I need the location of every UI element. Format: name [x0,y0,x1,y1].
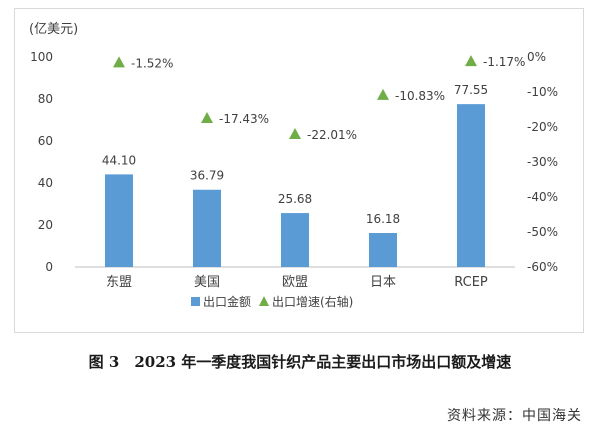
bar-export-value [281,213,309,267]
growth-marker [289,128,301,140]
x-category-label: 欧盟 [282,275,308,290]
y-left-tick-label: 60 [38,134,53,148]
y-left-tick-label: 100 [30,50,53,64]
legend-label: 出口金额 [203,294,251,309]
y-left-tick-label: 80 [38,92,53,106]
chart-frame: (亿美元) 0 20 40 60 80 100 -60% -50% -40% -30% -20% -10… [14,8,584,333]
bar-data-label: 44.10 [102,153,136,167]
growth-data-label: -1.17% [483,55,525,69]
growth-data-label: -17.43% [219,112,269,126]
bar-export-value [369,233,397,267]
growth-marker [201,112,213,124]
y-right-tick-label: -10% [527,85,558,99]
x-category-label: 日本 [370,275,396,290]
chart: (亿美元) 0 20 40 60 80 100 -60% -50% -40% -30% -20% -10… [29,22,558,309]
y-axis-unit-label: (亿美元) [29,22,78,37]
x-category-label: 东盟 [106,275,132,290]
y-right-tick-label: -40% [527,190,558,204]
growth-marker [113,56,125,68]
bar-export-value [193,189,221,267]
y-right-tick-label: -20% [527,120,558,134]
y-right-tick-label: -50% [527,225,558,239]
y-left-tick-label: 20 [38,218,53,232]
y-right-tick-label: -30% [527,155,558,169]
bar-data-label: 36.79 [190,169,224,183]
bar-export-value [457,104,485,268]
legend-swatch-marker [259,296,269,306]
x-category-label: 美国 [194,275,220,290]
y-right-tick-label: -60% [527,260,558,274]
y-left-tick-label: 40 [38,176,53,190]
growth-data-label: -22.01% [307,128,357,142]
x-category-label: RCEP [454,275,488,290]
legend-swatch-bar [191,297,200,306]
growth-marker [377,88,389,100]
figure-caption: 图 3 2023 年一季度我国针织产品主要出口市场出口额及增速 [88,353,512,371]
bar-data-label: 16.18 [366,212,400,226]
y-left-tick-label: 0 [45,260,53,274]
legend-label: 出口增速(右轴) [272,294,353,309]
y-right-tick-label: 0% [527,50,546,64]
bar-export-value [105,174,133,267]
growth-data-label: -10.83% [395,89,445,103]
source-note: 资料来源：中国海关 [447,408,582,424]
growth-data-label: -1.52% [131,56,173,70]
growth-marker [465,55,477,67]
bar-data-label: 25.68 [278,192,312,206]
bar-data-label: 77.55 [454,83,488,97]
